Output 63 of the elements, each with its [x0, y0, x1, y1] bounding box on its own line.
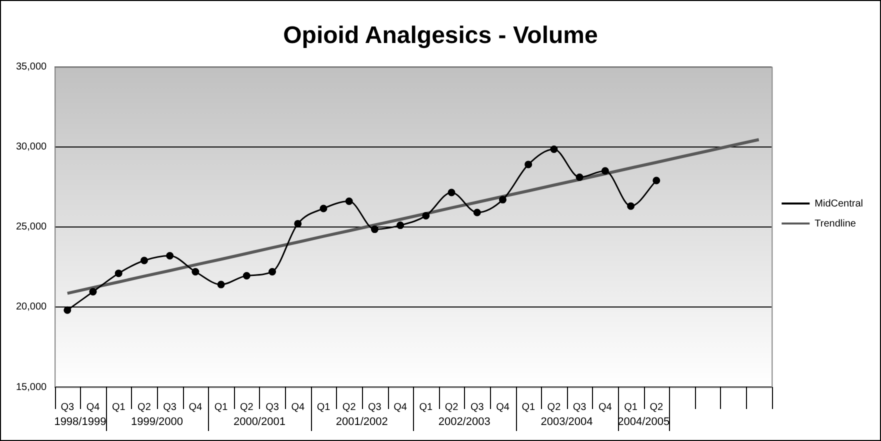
point [448, 188, 456, 196]
x-tick-label: Q3 [60, 402, 74, 413]
text: 2003/2004 [540, 416, 593, 428]
point [576, 174, 584, 182]
y-tick-label: 15,000 [16, 382, 48, 393]
x-tick-label: Q2 [342, 402, 356, 413]
x-tick-label: Q2 [240, 402, 254, 413]
y-tick-label: 30,000 [16, 142, 48, 153]
y-tick-label: 25,000 [16, 222, 48, 233]
legend-label: MidCentral [814, 198, 864, 210]
x-tick-label: Q1 [624, 402, 638, 413]
text: 1998/1999 [54, 416, 106, 428]
point [396, 222, 404, 230]
point [320, 204, 328, 212]
x-tick-label: Q2 [444, 402, 459, 413]
point [140, 256, 148, 264]
point [89, 288, 97, 296]
text: 2002/2003 [438, 416, 490, 428]
text: 2000/2001 [233, 416, 286, 428]
x-tick-label: Q4 [291, 402, 305, 413]
x-tick-label: Q4 [496, 402, 510, 413]
point [166, 252, 174, 260]
point [422, 212, 430, 220]
text: 2001/2002 [336, 416, 388, 428]
chart-title: Opioid Analgesics - Volume [283, 22, 598, 50]
point [524, 160, 532, 168]
point [499, 196, 506, 204]
point [242, 272, 250, 280]
point [114, 270, 122, 278]
x-tick-label: Q4 [86, 402, 100, 413]
point [345, 198, 353, 206]
y-tick-label: 20,000 [16, 302, 48, 313]
point [64, 306, 72, 314]
x-tick-label: Q3 [470, 402, 484, 413]
point [294, 220, 302, 228]
x-tick-label: Q3 [572, 402, 587, 413]
point [192, 268, 200, 276]
x-tick-label: Q4 [188, 402, 203, 413]
x-tick-label: Q3 [266, 402, 280, 413]
x-tick-label: Q2 [547, 402, 562, 413]
x-tick-label: Q1 [112, 402, 126, 413]
x-tick-label: Q1 [316, 402, 331, 413]
point [601, 167, 609, 175]
x-tick-label: Q3 [163, 402, 177, 413]
x-tick-label: Q2 [138, 402, 152, 413]
legend-label: Trendline [814, 218, 856, 230]
y-tick-label: 35,000 [16, 62, 48, 73]
text: 2004/2005 [618, 416, 670, 428]
point [370, 226, 378, 234]
x-tick-label: Q1 [522, 402, 536, 413]
x-tick-label: Q4 [394, 402, 408, 413]
point [627, 202, 635, 210]
x-tick-label: Q1 [214, 402, 228, 413]
point [473, 208, 481, 216]
point [550, 146, 558, 153]
x-tick-label: Q4 [598, 402, 612, 413]
x-tick-label: Q3 [368, 402, 382, 413]
point [268, 268, 276, 276]
point [217, 280, 225, 288]
x-tick-label: Q1 [419, 402, 434, 413]
point [652, 176, 660, 184]
text: 1999/2000 [131, 416, 184, 428]
x-tick-label: Q2 [650, 402, 664, 413]
